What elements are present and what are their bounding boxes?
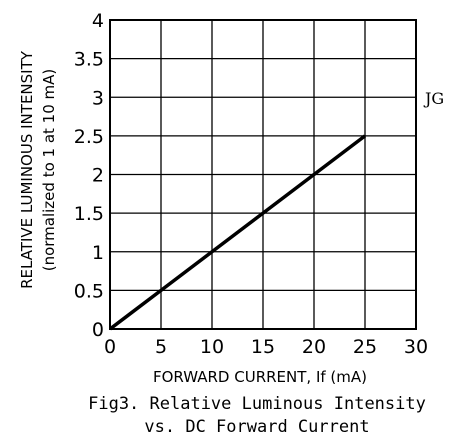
x-tick-label: 15 (251, 336, 275, 358)
y-tick-label: 1.5 (74, 203, 104, 225)
data-point (313, 174, 315, 175)
y-axis-label-line2: (normalized to 1 at 10 mA) (40, 69, 58, 272)
data-point (211, 251, 213, 253)
series-line (108, 134, 367, 331)
y-tick-label: 0 (92, 319, 104, 341)
figure-caption-line1: Fig3. Relative Luminous Intensity (88, 394, 426, 414)
x-tick-labels: 0 5 10 15 20 25 30 (104, 336, 428, 358)
data-point (262, 212, 264, 214)
x-tick-label: 25 (353, 336, 377, 358)
grid (109, 19, 417, 330)
y-tick-labels: 0 0.5 1 1.5 2 2.5 3 3.5 4 (74, 10, 104, 341)
plot-frame (109, 19, 417, 330)
x-tick-label: 10 (200, 336, 224, 358)
data-point (109, 328, 111, 330)
y-tick-label: 2.5 (74, 126, 104, 148)
x-tick-label: 30 (404, 336, 428, 358)
x-axis-label: FORWARD CURRENT, If (mA) (153, 368, 367, 386)
data-point (364, 135, 366, 137)
y-axis-label-line1: RELATIVE LUMINOUS INTENSITY (18, 50, 36, 289)
y-tick-label: 2 (92, 165, 104, 187)
data-point (160, 289, 162, 291)
y-tick-label: 3 (92, 87, 104, 109)
series-group (108, 134, 367, 331)
y-tick-label: 4 (92, 10, 104, 32)
x-tick-label: 20 (302, 336, 326, 358)
x-tick-label: 5 (155, 336, 167, 358)
y-tick-label: 3.5 (74, 49, 104, 71)
y-tick-label: 1 (92, 242, 104, 264)
y-tick-label: 0.5 (74, 280, 104, 302)
x-tick-label: 0 (104, 336, 116, 358)
annotation-jg: JG (423, 89, 444, 108)
figure-caption-line2: vs. DC Forward Current (144, 417, 369, 437)
